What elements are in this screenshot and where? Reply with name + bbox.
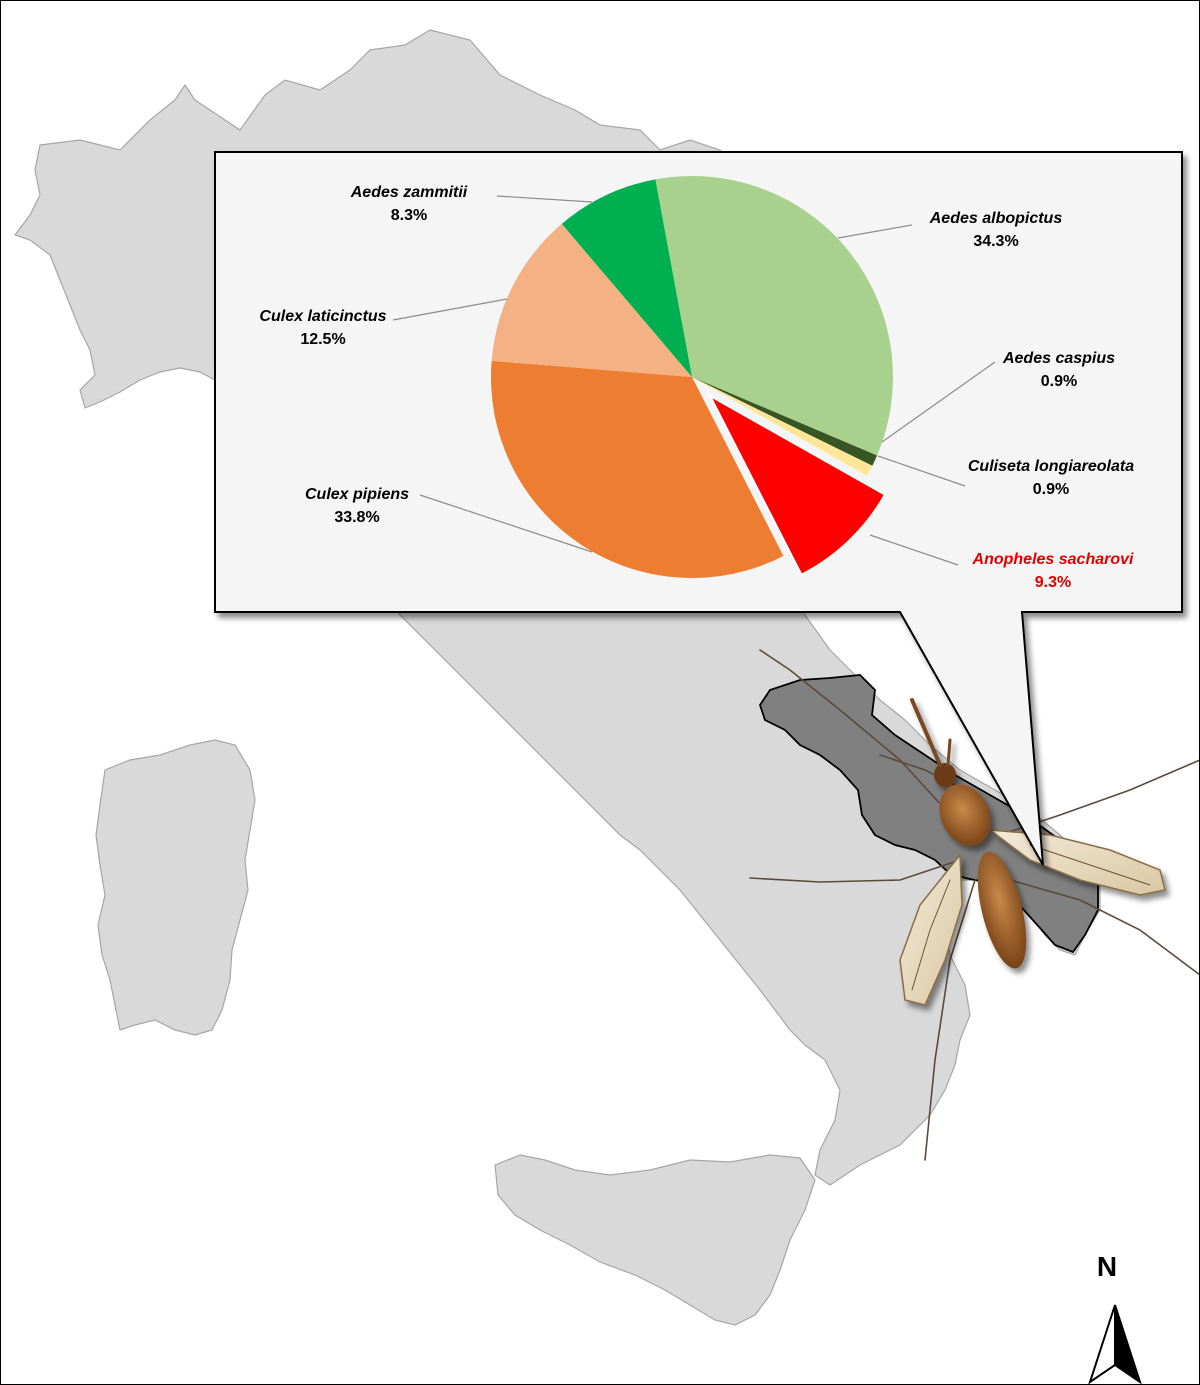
leader-line-anopheles-sacharovi xyxy=(869,534,959,566)
data-label-name-culex-pipiens: Culex pipiens xyxy=(305,486,409,503)
data-label-value-culex-pipiens: 33.8% xyxy=(334,509,379,526)
north-arrow: N xyxy=(1088,1251,1142,1385)
pie-chart xyxy=(490,176,893,578)
sicily xyxy=(494,1154,816,1326)
pie-slice-culex-laticinctus xyxy=(491,223,692,377)
data-label-name-aedes-zammitii: Aedes zammitii xyxy=(350,184,468,201)
pie-slice-aedes-caspius xyxy=(692,377,878,466)
data-label-name-culex-laticinctus: Culex laticinctus xyxy=(259,308,386,325)
data-label-name-aedes-caspius: Aedes caspius xyxy=(1002,350,1115,367)
mosquito-legs xyxy=(749,649,1200,1161)
pie-slice-culiseta-longiareolata xyxy=(692,377,873,476)
pie-slice-culex-pipiens xyxy=(490,360,784,578)
north-arrow-icon xyxy=(1088,1304,1116,1385)
pie-data-labels: Aedes albopictus 34.3% Aedes caspius 0.9% Cu… xyxy=(259,184,1134,591)
leader-line-aedes-zammitii xyxy=(496,195,593,203)
north-label: N xyxy=(1097,1251,1117,1282)
mosquito-body xyxy=(910,698,1027,969)
data-label-value-aedes-caspius: 0.9% xyxy=(1041,373,1077,390)
data-label-name-anopheles-sacharovi: Anopheles sacharovi xyxy=(972,551,1135,568)
leader-line-aedes-caspius xyxy=(881,361,996,443)
data-label-value-aedes-zammitii: 8.3% xyxy=(391,207,427,224)
data-label-name-aedes-albopictus: Aedes albopictus xyxy=(929,210,1063,227)
pie-leader-lines xyxy=(392,195,996,566)
data-label-value-anopheles-sacharovi: 9.3% xyxy=(1035,574,1071,591)
data-label-value-culiseta-longiareolata: 0.9% xyxy=(1033,481,1069,498)
pie-slice-aedes-albopictus xyxy=(655,176,893,456)
leader-line-aedes-albopictus xyxy=(837,224,913,239)
pie-slice-aedes-zammitii xyxy=(561,179,692,377)
leader-line-culex-laticinctus xyxy=(392,298,508,321)
data-label-value-aedes-albopictus: 34.3% xyxy=(973,233,1018,250)
pie-slice-anopheles-sacharovi xyxy=(707,393,887,577)
sardinia xyxy=(95,739,256,1036)
leader-line-culiseta-longiareolata xyxy=(877,455,966,487)
leader-line-culex-pipiens xyxy=(419,494,593,553)
data-label-name-culiseta-longiareolata: Culiseta longiareolata xyxy=(968,458,1134,475)
data-label-value-culex-laticinctus: 12.5% xyxy=(300,331,345,348)
